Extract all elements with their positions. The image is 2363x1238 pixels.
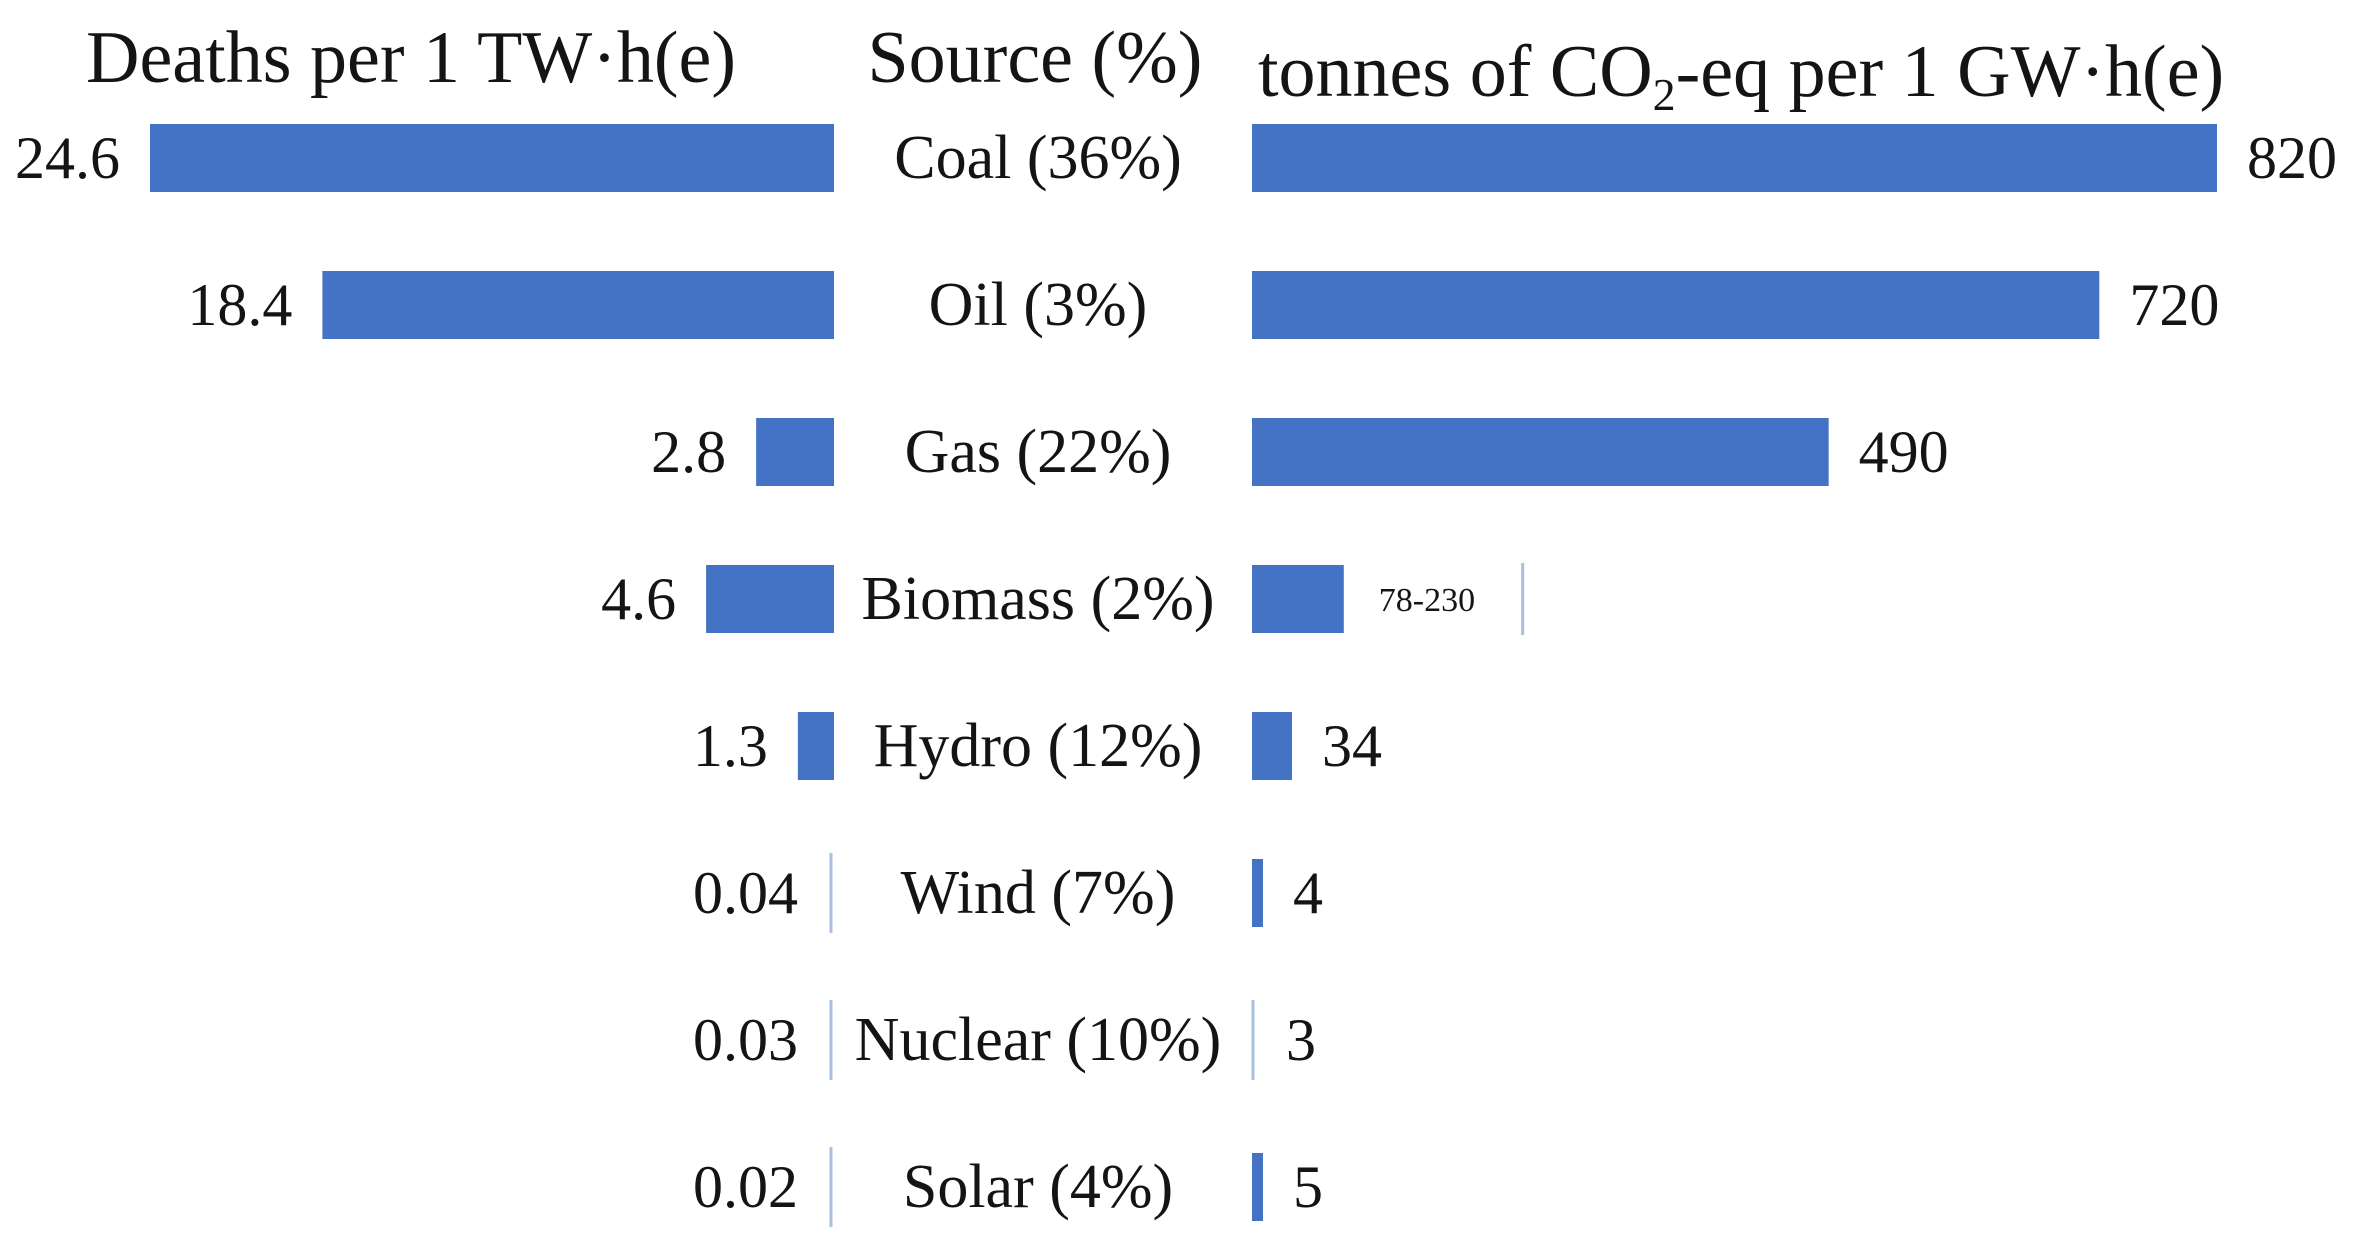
co2-value-label-oil: 720 <box>2129 272 2219 338</box>
deaths-value-label-oil: 18.4 <box>187 272 292 338</box>
co2-value-label-hydro: 34 <box>1322 713 1382 779</box>
co2-value-label-biomass: 78-230 <box>1379 582 1475 619</box>
co2-value-label-solar: 5 <box>1293 1154 1323 1220</box>
co2-bar-solar <box>1252 1153 1263 1221</box>
co2-value-label-coal: 820 <box>2247 125 2337 191</box>
co2-bar-gas <box>1252 418 1829 486</box>
category-label-oil: Oil (3%) <box>929 271 1148 339</box>
center-column-title: Source (%) <box>868 17 1203 99</box>
co2-value-label-wind: 4 <box>1293 860 1323 926</box>
co2-bar-coal <box>1252 124 2217 192</box>
co2-value-label-gas: 490 <box>1859 419 1949 485</box>
deaths-value-label-wind: 0.04 <box>693 860 798 926</box>
deaths-bar-hydro <box>797 712 834 780</box>
co2-bar-biomass <box>1252 565 1344 633</box>
bars-layer: Coal (36%) 24.6 820 Oil (3%) 18.4 720 Gas (22%… <box>15 124 2337 1227</box>
right-title-prefix: tonnes of CO <box>1258 31 1653 113</box>
right-title-suffix: -eq per 1 GW·h(e) <box>1676 31 2225 113</box>
deaths-value-label-hydro: 1.3 <box>693 713 768 779</box>
co2-value-label-nuclear: 3 <box>1286 1007 1316 1073</box>
co2-bar-wind <box>1252 859 1263 927</box>
deaths-value-label-coal: 24.6 <box>15 125 120 191</box>
right-panel-title: tonnes of CO2-eq per 1 GW·h(e) <box>1258 31 2224 120</box>
category-label-solar: Solar (4%) <box>903 1153 1173 1221</box>
deaths-value-label-nuclear: 0.03 <box>693 1007 798 1073</box>
category-label-coal: Coal (36%) <box>894 124 1182 192</box>
deaths-value-label-gas: 2.8 <box>651 419 726 485</box>
category-label-gas: Gas (22%) <box>905 418 1172 486</box>
right-title-subscript: 2 <box>1653 69 1676 120</box>
category-label-hydro: Hydro (12%) <box>874 712 1203 780</box>
category-label-nuclear: Nuclear (10%) <box>855 1006 1222 1074</box>
deaths-bar-gas <box>756 418 834 486</box>
left-panel-title: Deaths per 1 TW·h(e) <box>86 17 736 99</box>
deaths-bar-coal <box>150 124 834 192</box>
deaths-value-label-solar: 0.02 <box>693 1154 798 1220</box>
deaths-bar-oil <box>322 271 834 339</box>
deaths-value-label-biomass: 4.6 <box>601 566 676 632</box>
category-label-wind: Wind (7%) <box>901 859 1176 927</box>
deaths-bar-biomass <box>706 565 834 633</box>
co2-bar-oil <box>1252 271 2100 339</box>
category-label-biomass: Biomass (2%) <box>861 565 1214 633</box>
co2-bar-hydro <box>1252 712 1293 780</box>
